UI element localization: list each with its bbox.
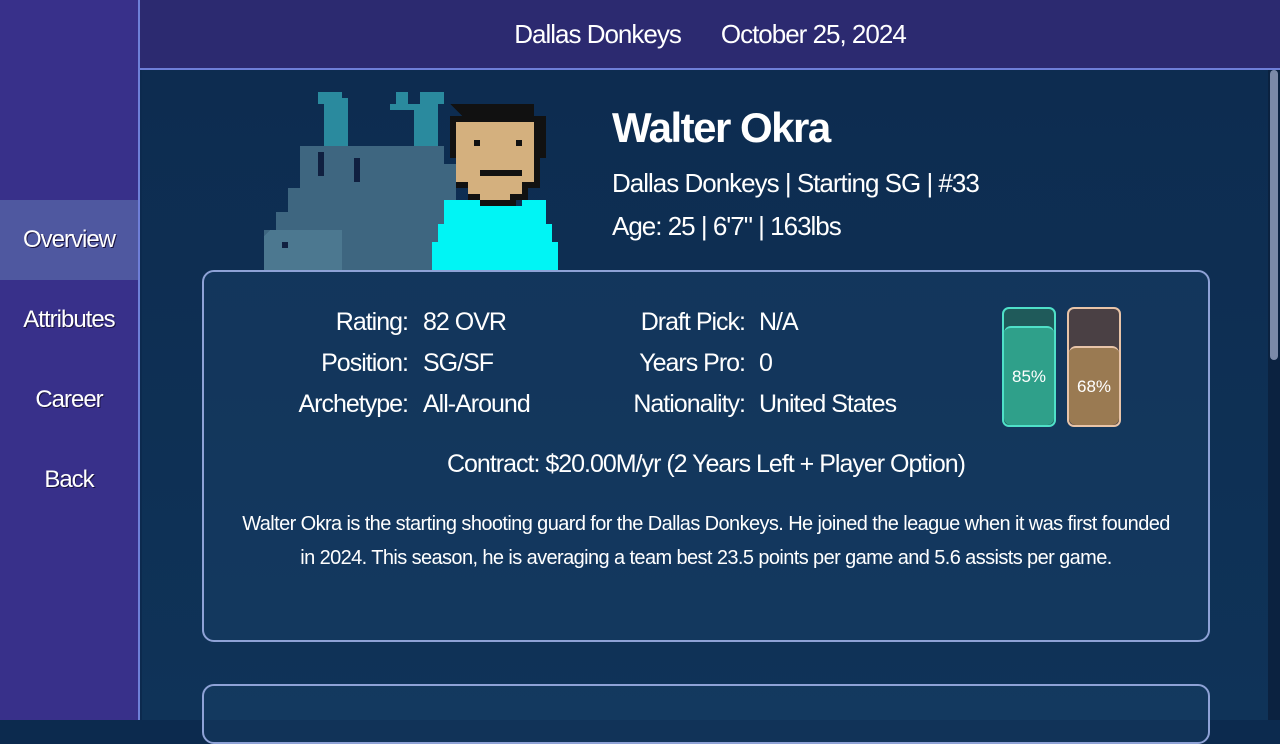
- player-name: Walter Okra: [612, 104, 831, 151]
- meter-1-label: 85%: [1011, 366, 1047, 386]
- detail-label: Archetype:: [298, 390, 409, 418]
- detail-value: United States: [759, 390, 897, 418]
- player-team-role: Dallas Donkeys | Starting SG | #33: [612, 168, 980, 198]
- detail-label: Draft Pick:: [640, 308, 746, 336]
- player-avatar: [264, 92, 558, 272]
- sidebar-item-back[interactable]: Back: [44, 466, 94, 493]
- detail-label: Nationality:: [633, 390, 746, 418]
- detail-value: SG/SF: [423, 349, 494, 377]
- sidebar: Overview Attributes Career Back: [0, 0, 140, 720]
- player-biography: Walter Okra is the starting shooting gua…: [242, 513, 1170, 569]
- meter-1: 85%: [1002, 307, 1056, 427]
- detail-value: 0: [759, 349, 773, 377]
- current-date: October 25, 2024: [720, 18, 907, 49]
- sidebar-item-overview[interactable]: Overview: [0, 200, 138, 280]
- scrollbar-thumb[interactable]: [1270, 70, 1278, 360]
- detail-value: All-Around: [423, 390, 531, 418]
- meter-2-fill: 68%: [1069, 346, 1119, 425]
- meter-1-fill: 85%: [1004, 326, 1054, 425]
- player-sprite: [432, 104, 558, 272]
- player-bio-stats: Age: 25 | 6'7" | 163lbs: [612, 211, 842, 241]
- meter-2-label: 68%: [1076, 376, 1112, 396]
- secondary-card: [202, 684, 1210, 744]
- team-logo-donkey-icon: [264, 92, 456, 272]
- meter-2: 68%: [1067, 307, 1121, 427]
- team-name: Dallas Donkeys: [514, 18, 682, 49]
- sidebar-item-career[interactable]: Career: [35, 386, 103, 413]
- contract-info: Contract: $20.00M/yr (2 Years Left + Pla…: [446, 450, 966, 478]
- scrollbar[interactable]: [1268, 70, 1280, 720]
- detail-value: N/A: [759, 308, 799, 336]
- detail-label: Years Pro:: [639, 349, 746, 377]
- header: Dallas Donkeys October 25, 2024: [140, 0, 1280, 70]
- detail-value: 82 OVR: [423, 308, 507, 336]
- detail-label: Rating:: [335, 308, 409, 336]
- sidebar-item-attributes[interactable]: Attributes: [23, 306, 115, 333]
- detail-label: Position:: [321, 349, 409, 377]
